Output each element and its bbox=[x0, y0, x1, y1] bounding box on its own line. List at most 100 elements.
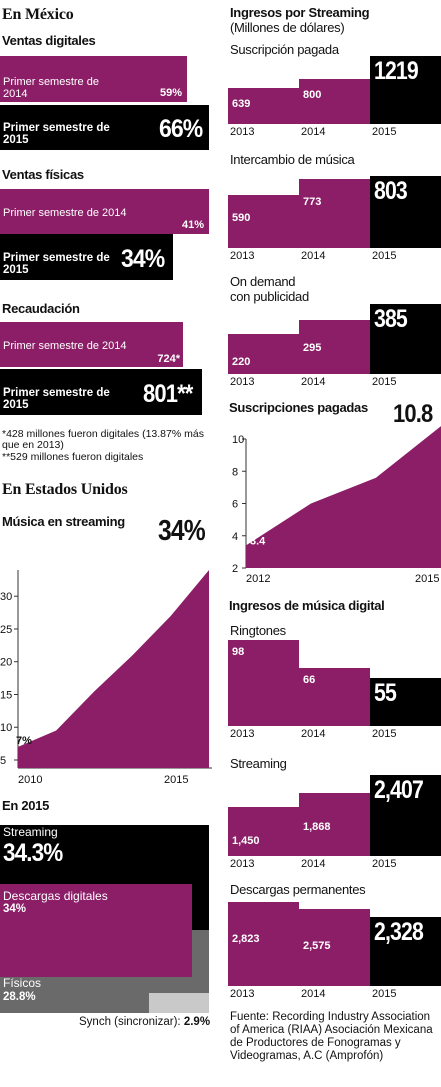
musica-streaming-title: Música en streaming bbox=[2, 514, 125, 529]
y-tick-label: 2 bbox=[232, 563, 238, 575]
bar-2014 bbox=[299, 320, 370, 374]
mexico-heading: En México bbox=[2, 6, 74, 23]
x-tick-label: 2015 bbox=[415, 573, 439, 585]
bar-2014 bbox=[299, 793, 370, 856]
footnote-1: *428 millones fueron digitales (13.87% m… bbox=[2, 428, 204, 451]
streaming-bar-chart: 1,450 2013 1,868 2014 2,407 2015 bbox=[228, 775, 441, 872]
bar-big-value: 801** bbox=[143, 380, 193, 408]
intercambio-title: Intercambio de música bbox=[230, 152, 355, 167]
bar-value-label: 1,450 bbox=[232, 835, 260, 847]
suscripciones-big-value: 10.8 bbox=[393, 400, 433, 428]
year-label: 2015 bbox=[372, 126, 397, 138]
footnote-2: **529 millones fueron digitales bbox=[2, 451, 144, 463]
bar-2013 bbox=[228, 334, 299, 374]
streaming-area-series bbox=[18, 570, 209, 768]
x-tick-label: 2015 bbox=[164, 774, 188, 786]
year-label: 2015 bbox=[372, 858, 397, 870]
bar-value: 724* bbox=[157, 353, 180, 365]
year-label: 2013 bbox=[230, 858, 255, 870]
bar-value-label: 773 bbox=[303, 196, 322, 208]
year-label: 2013 bbox=[230, 376, 255, 388]
bar-2013 bbox=[228, 88, 299, 124]
descargas-label: Descargas digitales bbox=[3, 889, 108, 903]
year-label: 2014 bbox=[301, 858, 326, 870]
descargas-value: 34% bbox=[3, 903, 27, 915]
ventas-fisicas-title: Ventas físicas bbox=[2, 167, 84, 182]
bar-value-label: 2,407 bbox=[374, 776, 424, 804]
bar-label: Primer semestre de 2014 bbox=[3, 340, 127, 352]
ventas-fisicas-bar-2014: Primer semestre de 2014 41% bbox=[0, 189, 209, 234]
y-tick-label: 4 bbox=[232, 531, 238, 543]
bar-2013 bbox=[228, 807, 299, 856]
start-value-label: 7% bbox=[16, 735, 32, 747]
bar-value-label: 2,823 bbox=[232, 933, 260, 945]
bar-2015 bbox=[370, 176, 441, 248]
bar-value-label: 639 bbox=[232, 98, 251, 110]
year-label: 2015 bbox=[372, 728, 397, 740]
year-label: 2013 bbox=[230, 250, 255, 262]
bar-label: Primer semestre de 2015 bbox=[3, 122, 110, 146]
bar-value-label: 1,868 bbox=[303, 821, 331, 833]
bar-value-label: 55 bbox=[374, 679, 397, 707]
musica-streaming-big-value: 34% bbox=[158, 515, 206, 547]
year-label: 2014 bbox=[301, 376, 326, 388]
year-label: 2015 bbox=[372, 376, 397, 388]
ondemand-title-2: con publicidad bbox=[230, 289, 309, 304]
y-tick-label: 8 bbox=[232, 466, 238, 478]
streaming-value: 34.3% bbox=[3, 839, 63, 867]
year-label: 2014 bbox=[301, 250, 326, 262]
bar-value-label: 1219 bbox=[374, 57, 419, 85]
year-label: 2015 bbox=[372, 988, 397, 1000]
bar-value-label: 295 bbox=[303, 342, 322, 354]
bar-2015 bbox=[370, 304, 441, 374]
source-note: Fuente: Recording Industry Association o… bbox=[230, 1011, 433, 1062]
year-label: 2013 bbox=[230, 126, 255, 138]
year-label: 2013 bbox=[230, 988, 255, 1000]
recaudacion-bar-2015: Primer semestre de 2015 801** bbox=[0, 369, 202, 415]
bar-value-label: 98 bbox=[232, 646, 245, 658]
bar-value-label: 2,328 bbox=[374, 918, 424, 946]
bar-label: Primer semestre de 2014 bbox=[3, 207, 127, 219]
y-tick-label: 10 bbox=[0, 722, 12, 734]
suscripciones-area-series bbox=[246, 426, 441, 568]
bar-value-label: 803 bbox=[374, 177, 408, 205]
year-label: 2015 bbox=[372, 250, 397, 262]
bar-big-value: 66% bbox=[159, 115, 203, 143]
suscripciones-title: Suscripciones pagadas bbox=[229, 400, 368, 415]
bar-label: Primer semestre de 2014 bbox=[3, 76, 99, 100]
synch-label: Synch (sincronizar): bbox=[79, 1016, 181, 1028]
bar-2014 bbox=[299, 668, 370, 726]
recaudacion-bar-2014: Primer semestre de 2014 724* bbox=[0, 322, 183, 367]
bar-2015 bbox=[370, 775, 441, 856]
ondemand-bar-chart: 220 2013 295 2014 385 2015 bbox=[228, 300, 441, 390]
bar-2015 bbox=[370, 56, 441, 124]
x-tick-label: 2010 bbox=[18, 774, 42, 786]
synch-area bbox=[149, 993, 209, 1013]
streaming-subtitle: (Millones de dólares) bbox=[230, 20, 345, 35]
bar-2013 bbox=[228, 902, 299, 986]
year-label: 2014 bbox=[301, 988, 326, 1000]
bar-value-label: 800 bbox=[303, 89, 322, 101]
bar-2015 bbox=[370, 678, 441, 726]
year-label: 2013 bbox=[230, 728, 255, 740]
bar-label: Primer semestre de 2015 bbox=[3, 252, 110, 276]
streaming-title: Ingresos por Streaming bbox=[230, 5, 370, 20]
streaming2-title: Streaming bbox=[230, 756, 287, 771]
bar-2013 bbox=[228, 640, 299, 726]
suscripcion-bar-chart: 639 2013 800 2014 1219 2015 bbox=[228, 56, 441, 140]
bar-2014 bbox=[299, 909, 370, 986]
bar-value-label: 590 bbox=[232, 212, 251, 224]
ventas-fisicas-bar-2015: Primer semestre de 2015 34% bbox=[0, 234, 173, 280]
musica-streaming-chart: 5 10 15 20 25 30 2010 2015 7% bbox=[0, 570, 212, 786]
bar-value-label: 385 bbox=[374, 305, 408, 333]
y-tick-label: 25 bbox=[0, 624, 12, 636]
suscripcion-title: Suscripción pagada bbox=[230, 42, 339, 57]
bar-2015 bbox=[370, 917, 441, 986]
y-tick-label: 10 bbox=[232, 434, 244, 446]
synch-value: 2.9% bbox=[183, 1016, 211, 1028]
ondemand-title-1: On demand bbox=[230, 274, 296, 289]
y-tick-label: 15 bbox=[0, 689, 12, 701]
suscripciones-chart: 2 4 6 8 10 3.4 2012 2015 bbox=[232, 426, 441, 585]
intercambio-bar-chart: 590 2013 773 2014 803 2015 bbox=[228, 166, 441, 264]
bar-value-label: 2,575 bbox=[303, 940, 331, 952]
